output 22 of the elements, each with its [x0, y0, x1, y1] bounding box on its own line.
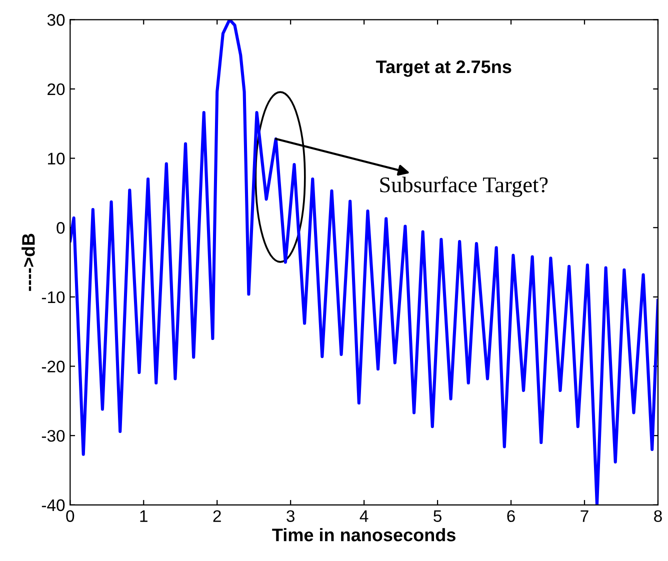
y-tick-label: 10 [48, 152, 65, 164]
x-tick-label: 8 [654, 510, 662, 522]
x-tick-label: 0 [66, 510, 74, 522]
line-series [70, 20, 658, 505]
annotation: Target at 2.75ns [376, 60, 512, 77]
x-tick-label: 4 [360, 510, 368, 522]
y-tick-label: 0 [56, 222, 65, 234]
x-tick-label: 3 [286, 510, 294, 522]
x-tick-label: 6 [507, 510, 515, 522]
x-tick-label: 2 [213, 510, 221, 522]
y-tick-label: 20 [48, 83, 65, 96]
y-axis-title: ---->dB [22, 234, 35, 291]
x-axis-title: Time in nanoseconds [272, 528, 456, 542]
y-tick-label: -10 [42, 291, 65, 304]
y-tick-label: -30 [42, 430, 65, 442]
annotation: Subsurface Target? [380, 176, 548, 197]
x-tick-label: 7 [580, 510, 588, 522]
y-tick-label: -40 [42, 499, 65, 512]
x-tick-label: 1 [140, 510, 148, 522]
x-tick-label: 5 [434, 510, 442, 522]
y-tick-label: -20 [42, 360, 65, 372]
y-tick-label: 30 [47, 14, 65, 26]
